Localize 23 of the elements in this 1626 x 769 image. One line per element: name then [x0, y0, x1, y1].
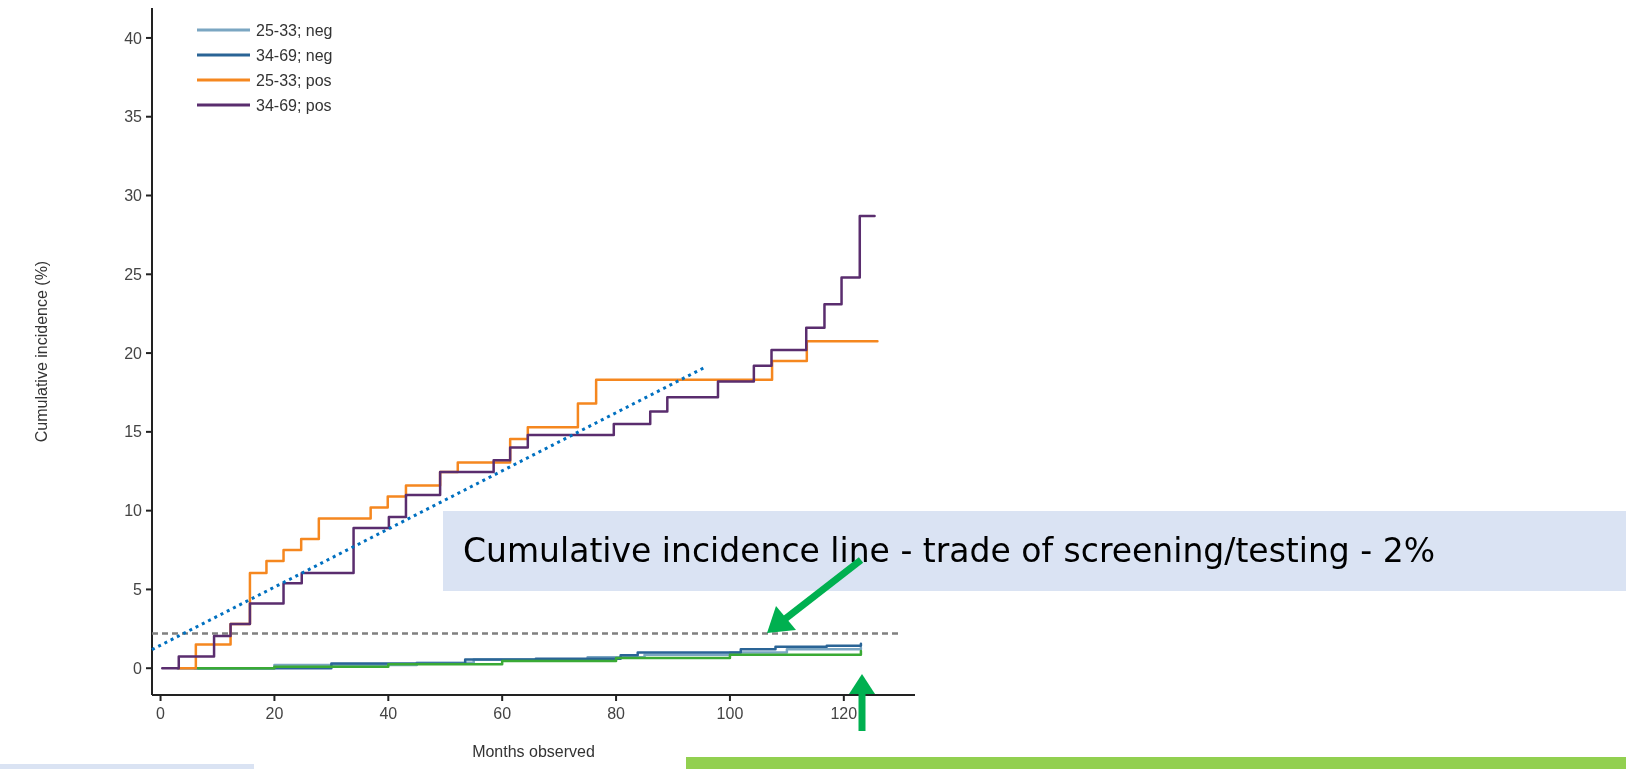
y-tick-label: 10: [124, 502, 143, 520]
x-tick-label: 40: [379, 705, 398, 722]
x-tick-label: 100: [716, 705, 744, 722]
y-tick-label: 15: [124, 423, 143, 441]
y-tick-label: 25: [124, 265, 143, 283]
annotation: Cumulative incidence line - trade of screening/testing - 2%: [463, 531, 1436, 570]
legend-label: 25-33; neg: [256, 21, 333, 39]
x-tick-label: 80: [607, 705, 626, 722]
y-tick-label: 40: [124, 29, 143, 47]
y-tick-label: 20: [124, 344, 143, 362]
y-tick-label: 0: [133, 659, 143, 677]
legend-label: 25-33; pos: [256, 71, 332, 89]
y-tick-label: 35: [124, 108, 143, 126]
x-tick-label: 120: [830, 705, 858, 722]
legend-label: 34-69; neg: [256, 46, 333, 64]
y-axis-title: Cumulative incidence (%): [33, 260, 50, 443]
x-tick-label: 0: [156, 705, 166, 722]
y-tick-label: 5: [133, 581, 143, 599]
y-tick-label: 30: [124, 187, 143, 205]
x-tick-label: 20: [265, 705, 284, 722]
legend-label: 34-69; pos: [256, 96, 332, 114]
x-axis-title: Months observed: [472, 743, 595, 760]
x-tick-label: 60: [493, 705, 512, 722]
